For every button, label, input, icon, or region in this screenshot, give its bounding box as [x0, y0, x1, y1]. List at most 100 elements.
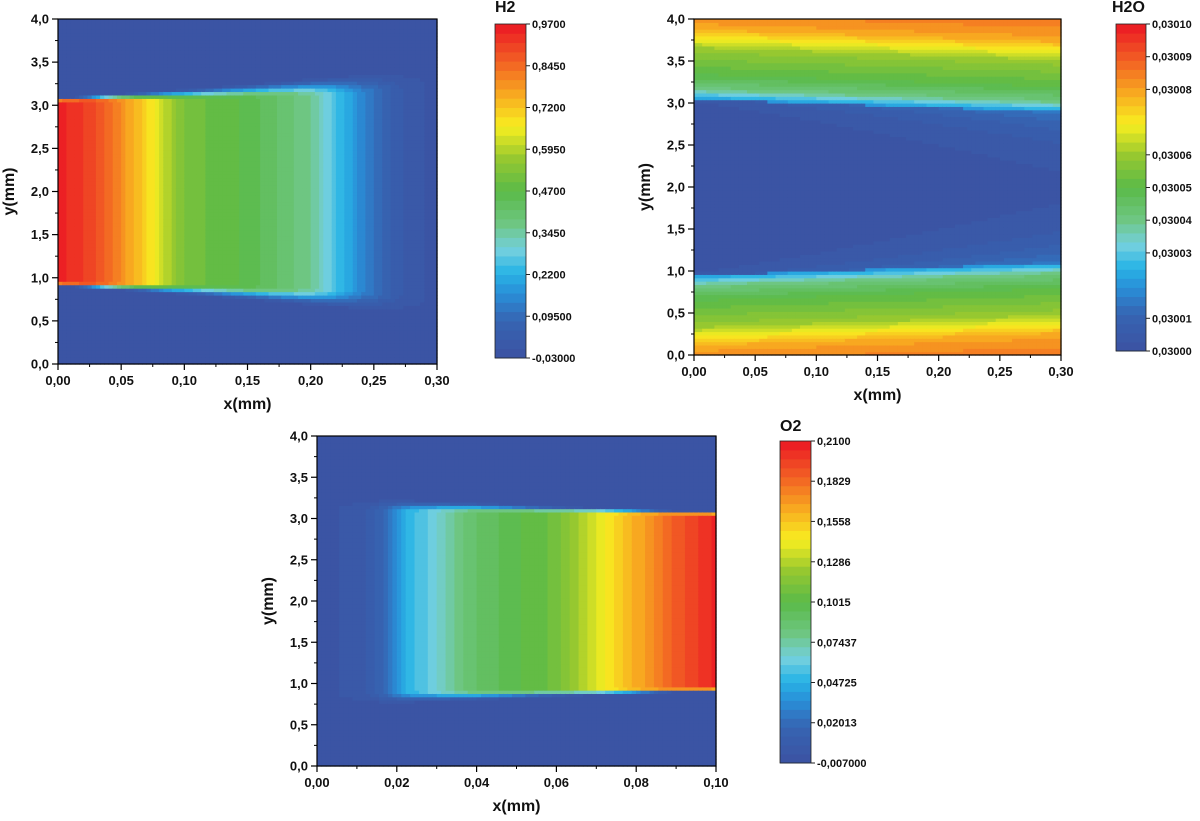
heatmap-cell — [205, 160, 210, 164]
heatmap-cell — [134, 243, 139, 247]
heatmap-cell — [138, 119, 143, 123]
heatmap-cell — [189, 119, 194, 123]
heatmap-cell — [104, 226, 109, 230]
heatmap-cell — [189, 81, 194, 85]
heatmap-cell — [125, 50, 130, 54]
heatmap-cell — [155, 126, 160, 130]
heatmap-cell — [172, 264, 177, 268]
heatmap-cell — [205, 319, 210, 323]
heatmap-cell — [71, 233, 76, 237]
heatmap-cell — [62, 326, 67, 330]
heatmap-cell — [155, 140, 160, 144]
heatmap-cell — [205, 285, 210, 289]
heatmap-cell — [134, 167, 139, 171]
heatmap-cell — [113, 292, 118, 296]
heatmap-cell — [66, 350, 71, 354]
heatmap-cell — [109, 60, 114, 64]
heatmap-cell — [184, 229, 189, 233]
heatmap-cell — [163, 247, 168, 251]
heatmap-cell — [193, 71, 198, 75]
heatmap-cell — [176, 71, 181, 75]
heatmap-cell — [71, 236, 76, 240]
heatmap-cell — [92, 85, 97, 89]
heatmap-cell — [189, 109, 194, 113]
heatmap-cell — [138, 112, 143, 116]
heatmap-cell — [172, 257, 177, 261]
heatmap-cell — [205, 64, 210, 68]
heatmap-cell — [79, 330, 84, 334]
heatmap-cell — [193, 350, 198, 354]
heatmap-cell — [71, 285, 76, 289]
heatmap-cell — [92, 309, 97, 313]
heatmap-cell — [104, 22, 109, 26]
heatmap-cell — [75, 233, 80, 237]
heatmap-cell — [113, 316, 118, 320]
heatmap-cell — [159, 247, 164, 251]
heatmap-cell — [193, 257, 198, 261]
heatmap-cell — [146, 81, 151, 85]
heatmap-cell — [180, 340, 185, 344]
heatmap-cell — [193, 22, 198, 26]
heatmap-cell — [87, 67, 92, 71]
heatmap-cell — [125, 147, 130, 151]
heatmap-cell — [159, 212, 164, 216]
heatmap-cell — [163, 243, 168, 247]
heatmap-cell — [87, 181, 92, 185]
heatmap-cell — [197, 333, 202, 337]
heatmap-cell — [121, 43, 126, 47]
heatmap-cell — [201, 350, 206, 354]
heatmap-cell — [159, 254, 164, 258]
heatmap-cell — [130, 330, 135, 334]
heatmap-cell — [142, 281, 147, 285]
heatmap-cell — [180, 350, 185, 354]
heatmap-cell — [151, 312, 156, 316]
heatmap-cell — [155, 60, 160, 64]
heatmap-cell — [92, 98, 97, 102]
heatmap-cell — [142, 257, 147, 261]
heatmap-cell — [113, 357, 118, 361]
heatmap-cell — [117, 19, 122, 23]
heatmap-cell — [142, 40, 147, 44]
heatmap-cell — [142, 50, 147, 54]
heatmap-cell — [96, 333, 101, 337]
heatmap-cell — [193, 285, 198, 289]
heatmap-cell — [155, 71, 160, 75]
heatmap-cell — [66, 119, 71, 123]
heatmap-cell — [79, 257, 84, 261]
heatmap-cell — [109, 178, 114, 182]
heatmap-cell — [130, 285, 135, 289]
heatmap-cell — [159, 109, 164, 113]
heatmap-cell — [125, 167, 130, 171]
heatmap-cell — [96, 22, 101, 26]
heatmap-cell — [113, 143, 118, 147]
heatmap-cell — [100, 271, 105, 275]
heatmap-cell — [214, 81, 219, 85]
heatmap-cell — [83, 357, 88, 361]
heatmap-cell — [184, 126, 189, 130]
heatmap-cell — [159, 178, 164, 182]
heatmap-cell — [159, 288, 164, 292]
heatmap-cell — [172, 347, 177, 351]
heatmap-cell — [205, 102, 210, 106]
heatmap-cell — [79, 91, 84, 95]
heatmap-cell — [121, 140, 126, 144]
heatmap-cell — [96, 154, 101, 158]
heatmap-cell — [180, 357, 185, 361]
heatmap-cell — [210, 354, 215, 358]
heatmap-cell — [180, 212, 185, 216]
heatmap-cell — [159, 36, 164, 40]
heatmap-cell — [121, 292, 126, 296]
heatmap-cell — [167, 264, 172, 268]
heatmap-cell — [205, 88, 210, 92]
heatmap-cell — [155, 57, 160, 61]
heatmap-cell — [201, 202, 206, 206]
heatmap-cell — [205, 323, 210, 327]
heatmap-cell — [125, 323, 130, 327]
heatmap-cell — [104, 316, 109, 320]
heatmap-cell — [75, 47, 80, 51]
heatmap-cell — [176, 171, 181, 175]
heatmap-cell — [92, 150, 97, 154]
heatmap-cell — [71, 347, 76, 351]
heatmap-cell — [189, 60, 194, 64]
heatmap-cell — [117, 333, 122, 337]
